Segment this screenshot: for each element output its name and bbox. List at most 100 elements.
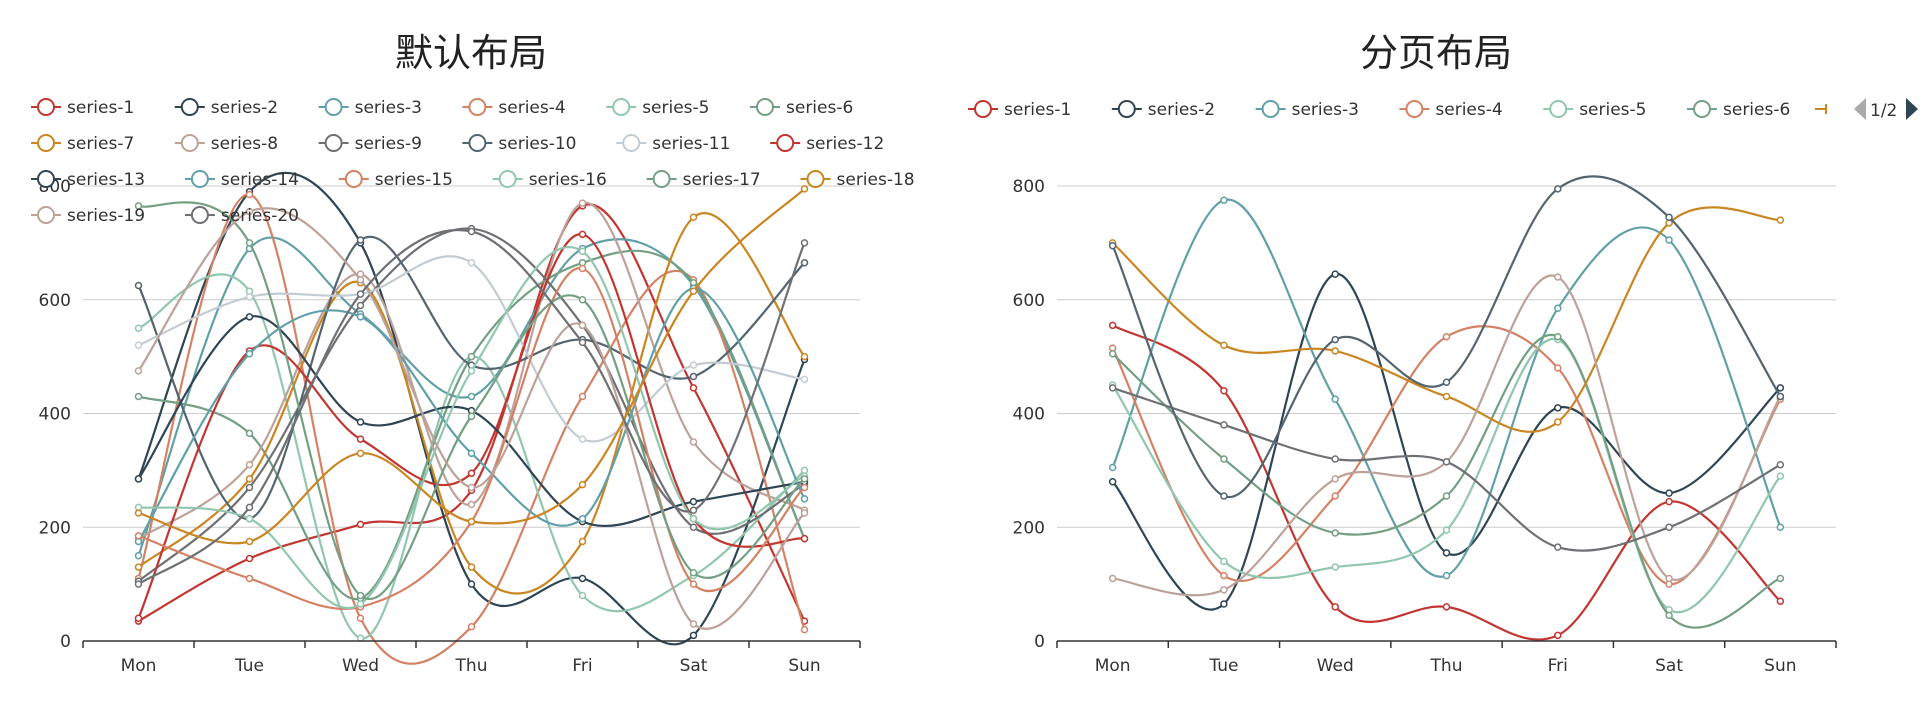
data-point [800, 259, 809, 267]
legend-item-series-3[interactable]: series-3 [1255, 100, 1359, 120]
data-point [134, 614, 143, 622]
legend-swatch-marker [324, 134, 343, 152]
data-point [356, 313, 365, 321]
data-point [689, 631, 698, 640]
data-point [1776, 392, 1785, 401]
data-point [1665, 489, 1673, 497]
data-point [245, 429, 254, 438]
data-point [1665, 523, 1673, 531]
data-point [800, 375, 809, 384]
data-point [1776, 472, 1785, 480]
y-tick-label: 600 [1013, 291, 1045, 311]
legend-prev-page-icon[interactable] [1854, 98, 1866, 120]
data-point [467, 412, 476, 421]
data-point [467, 483, 476, 492]
series-line [138, 246, 805, 609]
legend-item-label: series-11 [652, 134, 730, 154]
data-point [1442, 492, 1451, 500]
legend-item-label: series-6 [1723, 100, 1790, 120]
legend-item-series-18[interactable]: series-18 [800, 170, 915, 190]
legend-swatch-marker [344, 170, 363, 188]
legend-item-series-1[interactable]: series-1 [31, 98, 134, 118]
data-point [1220, 421, 1228, 429]
data-point [1442, 392, 1451, 401]
legend-item-series-12[interactable]: series-12 [770, 134, 884, 154]
legend-swatch-marker [1693, 100, 1711, 118]
legend-item-series-4[interactable]: series-4 [462, 98, 566, 118]
data-point [245, 503, 254, 512]
legend-item-series-6[interactable]: series-6 [1687, 100, 1790, 120]
data-point [1776, 523, 1785, 531]
x-tick-label: Mon [121, 656, 157, 676]
y-tick-label: 200 [39, 518, 71, 538]
data-point [1220, 586, 1228, 594]
data-point [578, 247, 587, 256]
data-point [1554, 631, 1562, 640]
legend-item-series-1[interactable]: series-1 [968, 100, 1071, 120]
data-point [134, 580, 143, 588]
data-point [1331, 492, 1339, 500]
data-point [689, 287, 698, 295]
data-point [1331, 395, 1339, 404]
legend-item-series-14[interactable]: series-14 [184, 170, 299, 190]
legend-item-label: series-7 [67, 134, 134, 154]
data-point [578, 574, 587, 583]
legend-item-series-17[interactable]: series-17 [646, 170, 761, 190]
data-point [356, 301, 365, 310]
legend-swatch-marker [180, 98, 199, 116]
legend-item-series-2[interactable]: series-2 [1111, 100, 1215, 120]
legend-item-series-15[interactable]: series-15 [338, 170, 453, 190]
data-point [578, 338, 587, 347]
legend-item-series-16[interactable]: series-16 [492, 170, 607, 190]
legend-item-series-2[interactable]: series-2 [174, 98, 278, 118]
legend-item-series-8[interactable]: series-8 [174, 134, 278, 154]
data-point [467, 259, 476, 267]
data-point [1554, 185, 1562, 193]
legend-item-series-11[interactable]: series-11 [616, 134, 730, 154]
legend-item-label: series-12 [806, 134, 884, 154]
legend-swatch-marker [1405, 100, 1424, 118]
legend-item-series-7[interactable]: series-7 [31, 134, 134, 154]
data-point [689, 506, 698, 514]
legend-item-series-9[interactable]: series-9 [318, 134, 422, 154]
chart-title-paged: 分页布局 [1360, 31, 1512, 75]
data-point [1331, 455, 1339, 463]
legend-item-series-7[interactable] [1815, 104, 1827, 114]
data-point [689, 384, 698, 392]
data-point [1108, 384, 1117, 392]
legend-item-series-10[interactable]: series-10 [462, 134, 577, 154]
data-point [1665, 497, 1673, 506]
legend[interactable]: series-1 series-2 series-3 series-4 series-5… [968, 100, 1827, 120]
series-series-15 [134, 264, 809, 611]
data-point [689, 497, 698, 506]
legend[interactable]: series-1 series-2 series-3 series-4 series-5… [31, 98, 915, 226]
data-point [1665, 611, 1673, 620]
y-tick-label: 0 [1034, 632, 1045, 652]
data-point [356, 290, 365, 298]
legend-item-series-13[interactable]: series-13 [31, 170, 145, 190]
legend-item-label: series-18 [837, 170, 915, 190]
legend-item-series-19[interactable]: series-19 [31, 206, 145, 226]
legend-item-series-3[interactable]: series-3 [318, 98, 422, 118]
data-point [1108, 478, 1117, 486]
data-point [1442, 378, 1451, 386]
data-point [800, 475, 809, 483]
data-point [1776, 216, 1785, 224]
series-series-16 [134, 246, 809, 609]
legend-swatch-marker [468, 134, 487, 152]
legend-item-series-20[interactable]: series-20 [184, 206, 299, 226]
grid-lines [1057, 185, 1836, 528]
legend-item-series-6[interactable]: series-6 [750, 98, 853, 118]
legend-item-series-4[interactable]: series-4 [1399, 100, 1503, 120]
series-series-1 [1108, 321, 1785, 641]
legend-item-series-5[interactable]: series-5 [1543, 100, 1646, 120]
data-point [245, 554, 254, 563]
legend-next-page-icon[interactable] [1906, 98, 1918, 120]
data-point [1442, 571, 1451, 580]
data-point [245, 293, 254, 301]
data-point [1554, 304, 1562, 313]
legend-item-series-5[interactable]: series-5 [606, 98, 709, 118]
series-line [138, 267, 806, 611]
data-point [1220, 571, 1228, 580]
data-point [356, 435, 365, 443]
